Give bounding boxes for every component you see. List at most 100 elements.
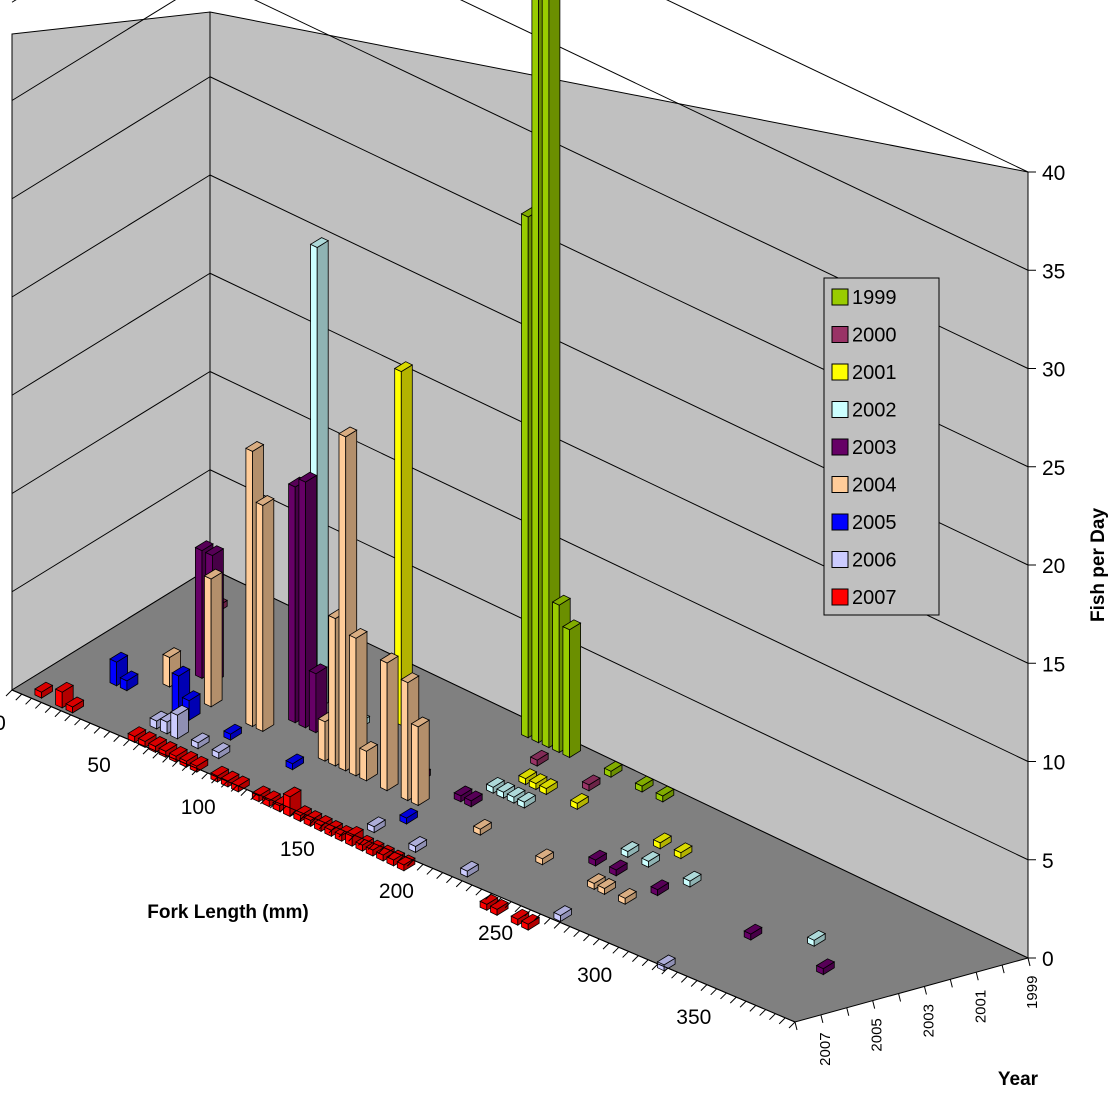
bar-2002-330	[806, 929, 827, 947]
bar-top-face	[203, 568, 223, 580]
bar-top-face	[581, 774, 601, 786]
bar-2005-110	[285, 753, 305, 771]
x-tick-mark	[475, 888, 483, 896]
bar-1999-180	[562, 619, 582, 759]
x-tick-mark	[729, 996, 737, 1004]
bar-1999-200	[603, 760, 623, 778]
year-tick-mark	[975, 972, 979, 981]
bar-2001-245	[652, 832, 673, 850]
x-tick-mark	[113, 735, 121, 743]
x-tick-mark	[230, 785, 238, 792]
x-axis-title: Fork Length (mm)	[147, 902, 309, 923]
bar-top-face	[534, 848, 555, 860]
bar-1999-225	[655, 785, 675, 803]
bar-top-face	[538, 778, 559, 790]
bars	[34, 0, 836, 976]
bar-front-face	[541, 0, 550, 749]
x-tick-mark	[573, 930, 581, 938]
legend-swatch	[831, 401, 849, 418]
bar-top-face	[400, 672, 420, 684]
legend-swatch	[831, 588, 849, 606]
bar-top-face	[650, 879, 670, 891]
x-tick-mark	[191, 768, 199, 776]
z-tick-label: 40	[1042, 162, 1065, 185]
z-tick-label: 25	[1042, 457, 1065, 480]
x-tick-mark	[749, 1005, 757, 1012]
x-tick-mark	[240, 789, 248, 796]
bar-top-face	[656, 954, 676, 966]
bar-2004-130	[348, 627, 368, 777]
x-tick-mark	[455, 880, 463, 888]
x-tick-label: 200	[379, 880, 414, 903]
bar-top-face	[496, 781, 516, 793]
bar-2007-10	[34, 681, 54, 699]
z-tick-label: 0	[1042, 948, 1054, 971]
legend-label: 2001	[852, 362, 897, 384]
bar-front-face	[380, 659, 388, 792]
bar-top-face	[569, 792, 590, 804]
bar-top-face	[459, 860, 480, 872]
bar-2007-85	[189, 755, 209, 773]
year-tick-mark	[794, 1021, 798, 1031]
x-tick-mark	[592, 938, 600, 946]
bar-front-face	[255, 501, 264, 733]
bar-top-face	[528, 773, 548, 785]
x-tick-label: 250	[478, 922, 513, 945]
bar-2007-150	[323, 820, 344, 838]
gridline	[666, 0, 1029, 173]
x-tick-mark	[553, 922, 561, 929]
year-tick-label: 2007	[817, 1032, 834, 1065]
bar-2006-250	[553, 905, 573, 923]
x-tick-mark	[54, 710, 62, 718]
x-tick-mark	[93, 726, 101, 734]
x-tick-mark	[671, 971, 678, 979]
x-tick-mark	[357, 839, 365, 846]
bar-top-face	[586, 873, 607, 884]
year-tick-label: 2005	[869, 1018, 886, 1051]
legend-label: 2002	[852, 400, 897, 422]
bar-2001-255	[673, 842, 693, 860]
x-tick-mark	[534, 913, 541, 921]
bar-top-face	[162, 647, 182, 658]
x-tick-mark	[465, 884, 473, 892]
bar-top-face	[137, 731, 157, 742]
x-tick-mark	[338, 830, 346, 838]
bar-2006-205	[459, 860, 480, 878]
bar-2006-75	[190, 732, 210, 750]
bar-top-face	[587, 849, 608, 861]
bar-top-face	[408, 836, 428, 847]
x-tick-label: 350	[676, 1006, 711, 1029]
bar-top-face	[298, 471, 318, 483]
bar-front-face	[317, 717, 326, 762]
bar-top-face	[652, 832, 673, 844]
bar-front-face	[411, 723, 419, 807]
bar-2003-265	[650, 879, 670, 897]
bar-2003-235	[587, 849, 608, 867]
x-tick-mark	[367, 843, 375, 850]
x-tick-mark	[788, 1021, 796, 1029]
x-tick-mark	[661, 967, 669, 975]
bar-2007-60	[137, 731, 157, 749]
year-tick-mark	[846, 1007, 850, 1016]
gridline	[11, 0, 177, 101]
bar-top-face	[194, 540, 214, 552]
bar-side-face	[400, 364, 413, 727]
bar-2004-190	[472, 818, 493, 836]
x-tick-mark	[632, 955, 639, 962]
x-tick-mark	[543, 917, 551, 925]
bar-top-face	[815, 958, 836, 970]
legend-label: 1999	[852, 287, 897, 309]
x-tick-mark	[181, 764, 189, 772]
bar-top-face	[358, 740, 379, 752]
z-axis-title: Fish per Day	[1088, 508, 1109, 622]
x-tick-label: 150	[280, 838, 315, 861]
x-tick-mark	[504, 901, 512, 909]
x-tick-mark	[74, 718, 81, 726]
bar-top-face	[127, 726, 147, 738]
bar-front-face	[348, 634, 357, 777]
bar-2002-175	[485, 776, 506, 794]
x-axis-line	[11, 689, 796, 1023]
z-tick-label: 15	[1042, 653, 1065, 676]
z-tick-label: 5	[1042, 850, 1054, 873]
